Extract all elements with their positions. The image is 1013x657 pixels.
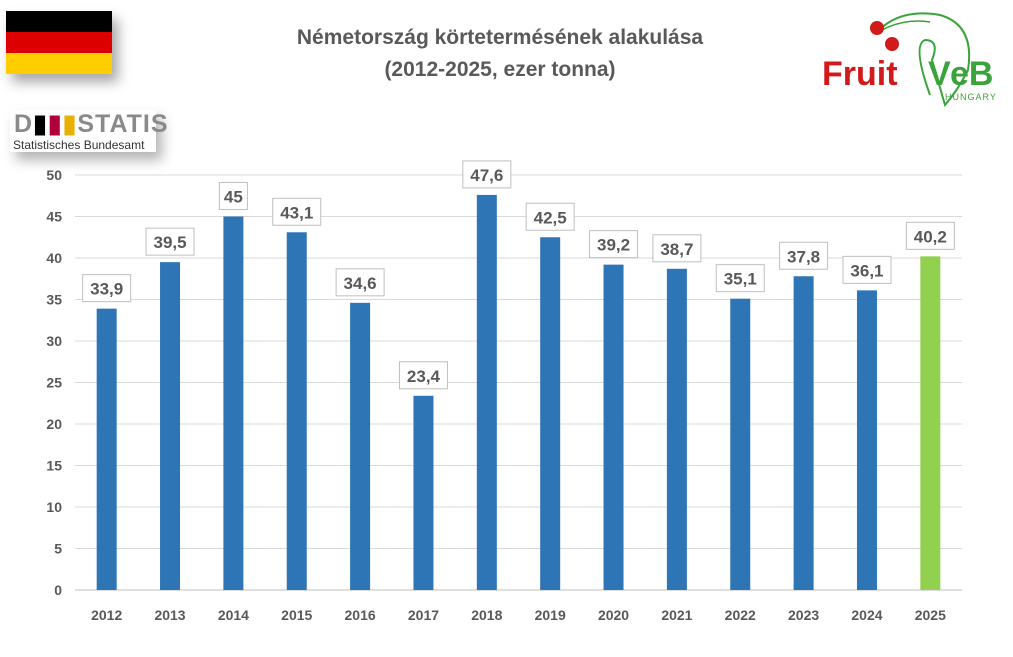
- data-label-box: [905, 221, 955, 250]
- x-tick-label: 2025: [915, 607, 946, 623]
- bar: [666, 268, 687, 590]
- data-label: 33,9: [90, 280, 123, 299]
- x-tick-label: 2020: [598, 607, 629, 623]
- data-label: 47,6: [470, 166, 503, 185]
- x-tick-label: 2019: [535, 607, 566, 623]
- y-tick-label: 45: [46, 209, 62, 225]
- bar: [96, 308, 117, 590]
- y-tick-label: 40: [46, 250, 62, 266]
- bar: [160, 262, 181, 590]
- data-label-box: [779, 241, 829, 270]
- x-tick-label: 2024: [851, 607, 882, 623]
- x-tick-label: 2018: [471, 607, 502, 623]
- bar: [223, 216, 244, 590]
- data-label: 35,1: [724, 270, 757, 289]
- chart-title: Németország körtetermésének alakulása (2…: [200, 22, 800, 86]
- data-label-box: [842, 255, 892, 284]
- bar: [350, 302, 371, 590]
- bar: [856, 290, 877, 590]
- data-label: 37,8: [787, 247, 820, 266]
- x-tick-label: 2013: [154, 607, 185, 623]
- x-tick-label: 2023: [788, 607, 819, 623]
- data-label-box: [145, 227, 195, 256]
- destatis-logo-text: D▮▮▮STATIS: [14, 110, 169, 138]
- german-flag: [6, 11, 112, 74]
- data-label: 36,1: [850, 261, 883, 280]
- x-tick-label: 2015: [281, 607, 312, 623]
- y-tick-label: 25: [46, 375, 62, 391]
- y-tick-label: 10: [46, 499, 62, 515]
- y-tick-label: 30: [46, 333, 62, 349]
- y-tick-label: 35: [46, 292, 62, 308]
- x-tick-label: 2021: [661, 607, 692, 623]
- bar: [540, 237, 561, 590]
- y-tick-label: 50: [46, 167, 62, 183]
- data-label-box: [715, 264, 765, 293]
- data-label: 39,2: [597, 236, 630, 255]
- data-label-box: [652, 234, 702, 263]
- bar: [476, 194, 497, 591]
- data-label-box: [398, 361, 448, 390]
- data-label: 23,4: [407, 367, 441, 386]
- data-label-box: [335, 268, 385, 297]
- data-label-box: [462, 160, 512, 189]
- x-tick-label: 2014: [218, 607, 249, 623]
- subtitle-line: (2012-2025, ezer tonna): [384, 58, 616, 81]
- x-tick-label: 2017: [408, 607, 439, 623]
- data-label-box: [82, 274, 132, 303]
- data-label-box: [272, 197, 322, 226]
- bar: [920, 256, 941, 590]
- bar: [730, 298, 751, 590]
- destatis-subtitle: Statistisches Bundesamt: [13, 138, 145, 152]
- y-tick-label: 20: [46, 416, 62, 432]
- data-label: 42,5: [534, 208, 567, 227]
- data-label-box: [218, 182, 248, 210]
- bar: [286, 232, 307, 590]
- bar: [793, 276, 814, 590]
- bar: [413, 395, 434, 590]
- y-tick-label: 5: [54, 541, 62, 557]
- x-tick-label: 2022: [725, 607, 756, 623]
- data-label: 45: [224, 188, 243, 207]
- x-tick-label: 2016: [345, 607, 376, 623]
- y-tick-label: 15: [46, 458, 62, 474]
- data-label: 43,1: [280, 203, 313, 222]
- y-tick-label: 0: [54, 582, 62, 598]
- destatis-logo: D▮▮▮STATIS Statistisches Bundesamt: [10, 110, 168, 152]
- x-tick-label: 2012: [91, 607, 122, 623]
- bar: [603, 264, 624, 590]
- title-line: Németország körtetermésének alakulása: [296, 26, 704, 49]
- data-label: 39,5: [153, 233, 186, 252]
- data-label-box: [525, 202, 575, 231]
- data-label-box: [589, 230, 639, 259]
- data-label: 34,6: [344, 274, 377, 293]
- data-label: 38,7: [660, 240, 693, 259]
- data-label: 40,2: [914, 227, 947, 246]
